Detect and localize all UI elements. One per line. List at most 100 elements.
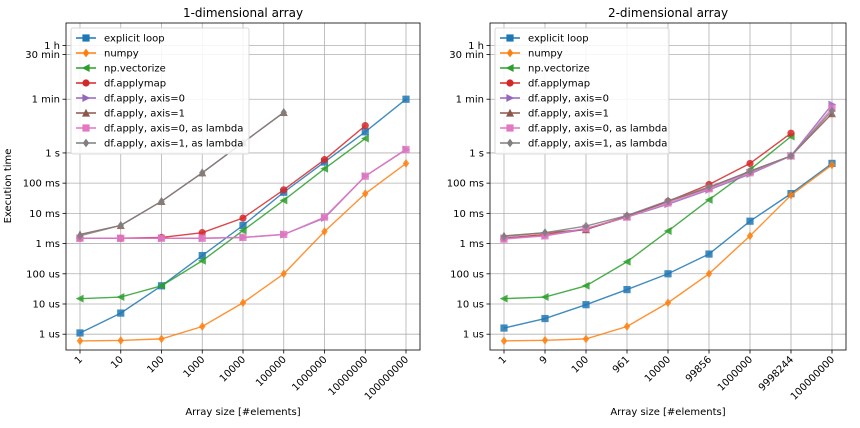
y-tick-label: 1 h	[468, 41, 484, 52]
y-tick-label: 10 ms	[453, 209, 484, 220]
chart-panel-2: 1 us 10 us 100 us 1 ms 10 ms 100 ms 1 s 1 min 30…	[447, 6, 847, 418]
x-tick-label: 10000	[643, 354, 673, 384]
point	[541, 314, 549, 323]
y-axis: 1 us 10 us 100 us 1 ms 10 ms 100 ms 1 s 1 min 30…	[23, 41, 66, 341]
x-tick-label: 100000000	[789, 354, 837, 402]
point	[198, 256, 206, 265]
x-tick-label: 10	[109, 354, 126, 371]
point	[705, 269, 713, 279]
x-tick-label: 100	[570, 354, 591, 375]
point	[320, 164, 329, 173]
point	[199, 322, 206, 331]
x-tick-label: 1	[497, 354, 509, 366]
point	[506, 48, 514, 58]
y-axis: 1 us 10 us 100 us 1 ms 10 ms 100 ms 1 s 1 min 30…	[447, 41, 490, 341]
point	[664, 270, 672, 278]
point	[623, 211, 631, 220]
legend: explicit loop numpy np.vectorize df.applyma…	[70, 27, 250, 155]
series-line	[79, 111, 285, 237]
point	[500, 324, 508, 332]
point	[828, 106, 836, 116]
point	[500, 232, 508, 242]
point	[158, 196, 165, 206]
point	[75, 294, 84, 303]
point	[280, 269, 287, 279]
x-tick-label: 1000000	[290, 354, 329, 393]
x-tick-label: 10000	[218, 354, 248, 384]
point	[76, 336, 84, 346]
point	[82, 108, 90, 117]
point	[157, 281, 166, 290]
point	[76, 231, 84, 241]
point	[362, 189, 369, 199]
y-tick-label: 10 us	[457, 299, 484, 310]
point	[198, 251, 206, 260]
point	[746, 159, 754, 168]
series	[500, 160, 836, 346]
point	[787, 129, 795, 137]
point	[787, 190, 795, 200]
point	[280, 186, 288, 194]
point	[82, 79, 90, 87]
legend-label: explicit loop	[528, 34, 589, 45]
y-tick-label: 1 us	[463, 330, 484, 341]
point	[506, 94, 515, 102]
legend-label: df.apply, axis=1, as lambda	[528, 139, 667, 150]
series	[75, 134, 369, 303]
legend-box	[70, 27, 250, 155]
y-tick-label: 100 us	[450, 269, 484, 280]
point	[198, 234, 206, 242]
point	[663, 227, 672, 236]
x-tick-label: 100000000	[363, 354, 411, 402]
point	[280, 230, 288, 239]
point	[506, 79, 514, 87]
point	[505, 64, 514, 72]
point	[82, 48, 90, 58]
point	[239, 298, 247, 308]
point	[746, 231, 754, 241]
y-tick-label: 30 min	[449, 50, 484, 61]
point	[623, 322, 631, 331]
point	[623, 285, 631, 294]
point	[82, 138, 90, 148]
point	[506, 34, 514, 42]
point	[82, 34, 90, 42]
point	[402, 145, 410, 154]
point	[76, 329, 84, 337]
point	[320, 156, 329, 164]
x-tick-label: 100000	[254, 354, 289, 389]
x-tick-label: 100	[145, 354, 166, 375]
point	[506, 108, 514, 117]
legend-label: np.vectorize	[528, 64, 590, 75]
legend-label: df.applymap	[528, 79, 590, 90]
x-axis: 1 9 100 961 10000 99856 1000000 999824410000000…	[497, 350, 837, 403]
point	[506, 138, 514, 148]
point	[746, 167, 754, 177]
point	[117, 234, 125, 242]
x-tick-label: 9998244	[757, 354, 796, 393]
y-tick-label: 1 us	[39, 330, 60, 341]
legend-label: df.apply, axis=0, as lambda	[104, 124, 243, 135]
point	[157, 234, 166, 242]
series	[76, 145, 410, 242]
y-tick-label: 100 us	[26, 269, 60, 280]
point	[280, 107, 287, 117]
x-tick-label: 1000	[182, 354, 208, 380]
point	[787, 151, 795, 161]
x-tick-label: 1	[73, 354, 85, 366]
y-tick-label: 1 h	[44, 41, 60, 52]
point	[402, 95, 410, 103]
chart-panel-1: 1 us 10 us 100 us 1 ms 10 ms 100 ms 1 s 1 min 30…	[23, 6, 421, 418]
x-tick-label: 99856	[684, 354, 714, 384]
x-tick-label: 961	[611, 354, 632, 375]
series	[500, 106, 836, 242]
legend-label: df.apply, axis=1	[104, 109, 185, 120]
y-axis-label: Execution time	[3, 149, 14, 224]
legend-box	[494, 27, 670, 155]
point	[116, 293, 125, 302]
point	[581, 281, 590, 290]
x-tick-label: 9	[538, 354, 550, 366]
point	[361, 172, 369, 180]
